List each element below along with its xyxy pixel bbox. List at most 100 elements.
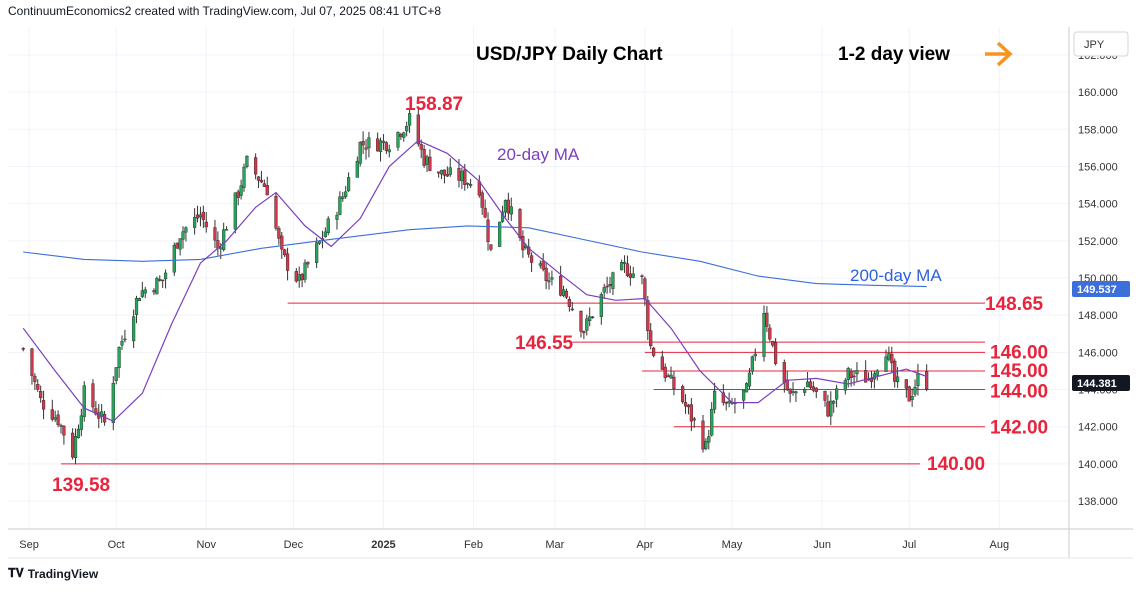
candle-body bbox=[346, 177, 351, 192]
price-tick-label: 154.000 bbox=[1078, 199, 1118, 211]
candle-body bbox=[76, 428, 81, 438]
currency-label: JPY bbox=[1084, 39, 1105, 51]
level-label: 148.65 bbox=[985, 294, 1044, 315]
candle-body bbox=[425, 156, 429, 165]
candle-body bbox=[608, 284, 612, 287]
candle-body bbox=[274, 196, 278, 229]
candle-body bbox=[498, 221, 502, 247]
price-tick-label: 148.000 bbox=[1078, 310, 1118, 322]
level-label: 142.00 bbox=[990, 418, 1048, 439]
candle-body bbox=[585, 318, 589, 331]
candle-body bbox=[335, 215, 339, 220]
candle-body bbox=[559, 275, 563, 296]
candle-body bbox=[701, 420, 705, 450]
candle-body bbox=[707, 436, 711, 443]
time-tick-label: 2025 bbox=[371, 539, 395, 551]
candle-body bbox=[643, 278, 647, 300]
candle-body bbox=[916, 373, 920, 386]
candle-body bbox=[538, 263, 542, 266]
candle-body bbox=[219, 247, 223, 250]
candle-body bbox=[625, 263, 630, 276]
candle-body bbox=[59, 425, 63, 427]
candle-body bbox=[30, 348, 34, 376]
candle-body bbox=[509, 206, 513, 215]
candle-body bbox=[303, 262, 307, 280]
candle-body bbox=[503, 200, 508, 213]
time-tick-label: Mar bbox=[545, 539, 564, 551]
candle-body bbox=[468, 184, 473, 186]
candle-body bbox=[178, 238, 182, 250]
candle-body bbox=[158, 279, 162, 281]
candle-body bbox=[41, 400, 46, 410]
level-label: 146.55 bbox=[515, 333, 574, 354]
candle-body bbox=[774, 342, 778, 364]
candle-body bbox=[835, 388, 839, 400]
candle-body bbox=[489, 244, 493, 250]
price-tick-label: 138.000 bbox=[1078, 496, 1118, 508]
candle-body bbox=[622, 261, 627, 264]
candle-body bbox=[387, 149, 391, 153]
candle-body bbox=[120, 341, 124, 346]
candle-body bbox=[849, 370, 853, 378]
candle-body bbox=[686, 404, 691, 408]
candle-body bbox=[869, 378, 874, 382]
candle-body bbox=[692, 418, 696, 421]
candle-body bbox=[823, 390, 827, 401]
low-label: 139.58 bbox=[52, 475, 110, 496]
candle-body bbox=[544, 267, 548, 281]
candle-body bbox=[175, 242, 179, 249]
candle-body bbox=[527, 246, 531, 255]
candle-body bbox=[198, 214, 203, 218]
tradingview-label: TradingView bbox=[27, 566, 99, 581]
candle-body bbox=[579, 311, 583, 332]
candle-body bbox=[134, 297, 139, 315]
candle-body bbox=[727, 400, 731, 404]
candle-body bbox=[297, 274, 301, 281]
candle-body bbox=[355, 160, 359, 178]
candlesticks bbox=[21, 106, 929, 465]
candle-body bbox=[256, 176, 261, 181]
candle-body bbox=[782, 362, 786, 383]
candle-body bbox=[184, 227, 188, 233]
ma200-line bbox=[23, 225, 927, 288]
candle-body bbox=[765, 312, 769, 327]
candle-body bbox=[602, 287, 606, 293]
candle-body bbox=[399, 134, 403, 137]
candle-body bbox=[506, 199, 510, 214]
candle-body bbox=[681, 386, 685, 403]
candle-body bbox=[649, 330, 653, 347]
candle-body bbox=[875, 370, 879, 376]
candle-body bbox=[111, 382, 115, 423]
candle-body bbox=[628, 273, 632, 278]
candle-body bbox=[660, 356, 664, 370]
candle-body bbox=[904, 379, 908, 389]
candle-body bbox=[457, 168, 461, 181]
candle-body bbox=[233, 192, 237, 230]
candle-body bbox=[376, 138, 380, 152]
candle-body bbox=[788, 388, 792, 394]
candle-body bbox=[259, 179, 264, 183]
candle-body bbox=[53, 417, 57, 420]
candle-body bbox=[529, 255, 534, 263]
candle-body bbox=[306, 262, 310, 265]
candle-body bbox=[123, 338, 127, 341]
candle-body bbox=[564, 290, 569, 298]
chart-attribution: ContinuumEconomics2 created with Trading… bbox=[8, 4, 442, 18]
candle-body bbox=[73, 435, 78, 458]
time-tick-label: Aug bbox=[989, 539, 1009, 551]
candle-body bbox=[201, 211, 205, 220]
candle-body bbox=[405, 126, 409, 132]
candle-body bbox=[855, 370, 859, 375]
candle-body bbox=[71, 432, 75, 458]
candle-body bbox=[422, 149, 426, 166]
candle-body bbox=[213, 227, 217, 241]
candle-body bbox=[326, 218, 330, 233]
price-tick-label: 142.000 bbox=[1078, 422, 1118, 434]
candle-body bbox=[582, 331, 586, 334]
candle-body bbox=[791, 391, 795, 393]
candle-body bbox=[750, 356, 754, 372]
candle-body bbox=[161, 279, 165, 282]
candle-body bbox=[887, 353, 891, 360]
candle-body bbox=[896, 376, 900, 383]
